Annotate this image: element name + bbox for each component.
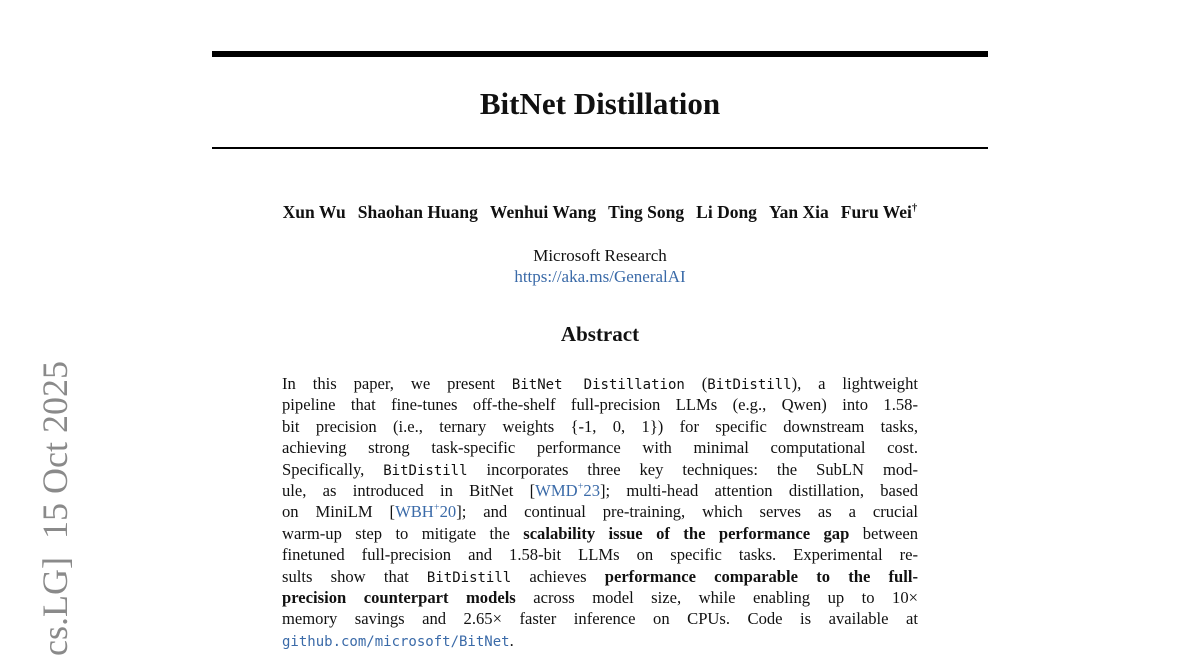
abstract-line: sults show that BitDistill achieves perf… [282,566,918,587]
stamp-category: cs.LG] [35,557,75,656]
url-row: https://aka.ms/GeneralAI [0,267,1200,287]
paper-title: BitNet Distillation [479,86,721,121]
text: ), a lightweight [791,374,918,393]
bold-text: performance comparable to the full- [604,566,919,586]
text: Specifically, [282,459,384,479]
text: ]; and continual pre-training, which ser… [456,502,918,522]
affiliation: Microsoft Research [533,246,667,265]
abstract-line: github.com/microsoft/BitNet. [282,630,918,651]
author-name: Xun Wu [282,202,346,222]
citation-year: 20 [439,502,457,522]
text: In this paper, we present [282,374,512,393]
citation-sup: + [577,481,584,493]
author-name: Furu Wei† [840,202,918,222]
code-text: BitDistill [426,569,512,586]
citation-sup: + [433,502,440,514]
text: incorporates three key techniques: the S… [467,459,918,479]
bold-text: scalability issue of the performance gap [523,523,850,543]
abstract: In this paper, we present BitNet Distill… [282,373,918,651]
text: bit precision (i.e., ternary weights {-1… [282,416,918,436]
citation-key: WBH [395,502,434,522]
abstract-line: ule, as introduced in BitNet [WMD+23]; m… [282,480,918,501]
abstract-line: on MiniLM [WBH+20]; and continual pre-tr… [282,501,918,522]
abstract-line: finetuned full-precision and 1.58-bit LL… [282,544,918,565]
text: finetuned full-precision and 1.58-bit LL… [282,545,918,565]
citation-key: WMD [535,480,578,500]
abstract-line: achieving strong task-specific performan… [282,437,918,458]
abstract-line: Specifically, BitDistill incorporates th… [282,459,918,480]
text: ule, as introduced in BitNet [ [282,480,536,500]
title-rule [212,147,988,149]
abstract-line: memory savings and 2.65× faster inferenc… [282,608,918,629]
author-name: Yan Xia [768,202,829,222]
abstract-line: In this paper, we present BitNet Distill… [282,373,918,394]
author-name: Wenhui Wang [489,202,597,222]
author-name: Li Dong [696,202,757,222]
abstract-line: warm-up step to mitigate the scalability… [282,523,918,544]
author-name: Ting Song [608,202,685,222]
text: achieves [511,566,605,586]
author-name: Shaohan Huang [357,202,478,222]
text: ( [684,374,708,393]
text: warm-up step to mitigate the [282,523,524,543]
url-link[interactable]: https://aka.ms/GeneralAI [514,267,686,286]
code-text: BitNet Distillation [511,377,685,393]
text: ]; multi-head attention distillation, ba… [599,480,918,500]
abstract-line: pipeline that fine-tunes off-the-shelf f… [282,394,918,415]
text: across model size, while enabling up to … [515,587,918,607]
citation[interactable]: WMD+23 [535,481,600,500]
text: on MiniLM [ [282,502,396,522]
abstract-line: precision counterpart models across mode… [282,587,918,608]
text: sults show that [282,566,427,586]
author-mark: † [911,202,918,215]
abstract-line: bit precision (i.e., ternary weights {-1… [282,416,918,437]
bold-text: precision counterpart models [282,587,516,607]
text: between [849,523,918,543]
citation[interactable]: WBH+20 [395,502,456,521]
text: memory savings and 2.65× faster inferenc… [282,609,918,629]
arxiv-stamp: cs.LG] 15 Oct 2025 [34,326,76,656]
text: pipeline that fine-tunes off-the-shelf f… [282,395,918,415]
citation-year: 23 [583,480,600,500]
abstract-heading: Abstract [560,322,640,346]
text: . [509,630,514,650]
code-link[interactable]: github.com/microsoft/BitNet [282,633,510,650]
stamp-date: 15 Oct 2025 [35,361,75,540]
author-list: Xun Wu Shaohan Huang Wenhui Wang Ting Song L… [0,202,1200,223]
code-text: BitDistill [383,462,468,479]
text: achieving strong task-specific performan… [282,438,918,458]
top-rule [212,51,988,57]
code-text: BitDistill [707,377,792,393]
